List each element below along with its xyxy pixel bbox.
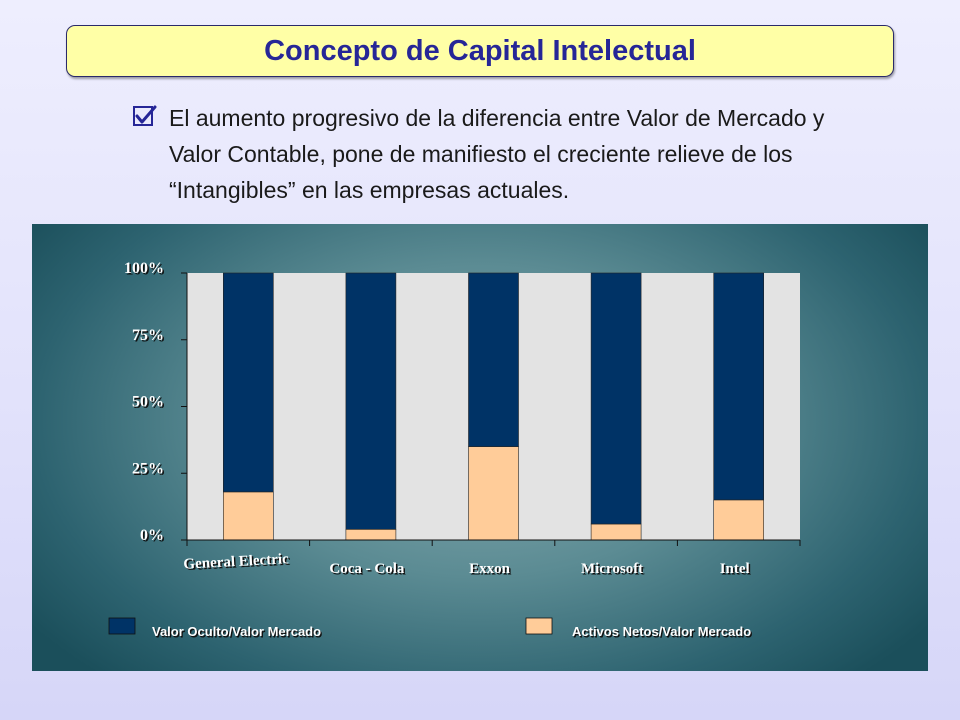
bar-activos-netos-valor-mercado-2 (468, 446, 519, 541)
chart-panel: 0% 0% 25% 25% 50% 50% 75% 75% 100% 100% General El… (32, 224, 928, 671)
y-tick-label: 50% (132, 394, 164, 411)
bar-valor-oculto-valor-mercado-3 (590, 272, 642, 525)
y-tick-label: 75% (132, 327, 164, 344)
bar-activos-netos-valor-mercado-3 (590, 523, 642, 541)
x-tick-label-shadow: Microsoft (582, 563, 644, 579)
title-banner: Concepto de Capital Intelectual (66, 25, 894, 77)
bar-activos-netos-valor-mercado-0 (223, 491, 274, 541)
legend-label-0: Valor Oculto/Valor Mercado (152, 624, 321, 639)
legend-label-shadow: Activos Netos/Valor Mercado (573, 625, 752, 640)
legend-swatch-1 (525, 617, 553, 635)
y-tick-label-shadow: 75% (134, 328, 166, 345)
x-tick-label: Intel (720, 561, 750, 577)
x-tick-label-shadow: Exxon (471, 563, 513, 579)
x-tick-label: Coca - Cola (329, 561, 404, 577)
y-tick-label-shadow: 0% (142, 529, 166, 546)
x-tick-label: Microsoft (581, 561, 643, 577)
y-tick-label: 100% (124, 260, 164, 277)
legend-label-1: Activos Netos/Valor Mercado (572, 624, 751, 639)
x-tick-label: Exxon (469, 561, 511, 577)
x-tick-label-shadow: General Electric (185, 553, 291, 575)
bar-activos-netos-valor-mercado-4 (713, 499, 765, 541)
x-tick-label-shadow: Coca - Cola (331, 563, 406, 579)
legend-swatch-0 (108, 617, 136, 635)
y-tick-label: 0% (140, 527, 164, 544)
bar-valor-oculto-valor-mercado-0 (223, 272, 274, 493)
legend-label-shadow: Valor Oculto/Valor Mercado (153, 625, 322, 640)
checkbox-checked-icon (133, 105, 157, 126)
y-tick-label-shadow: 50% (134, 395, 166, 412)
bar-valor-oculto-valor-mercado-2 (468, 272, 519, 447)
x-tick-label: General Electric (183, 551, 289, 573)
bullet-text: El aumento progresivo de la diferencia e… (169, 105, 825, 203)
y-tick-label-shadow: 100% (126, 262, 166, 279)
bullet-point: El aumento progresivo de la diferencia e… (131, 100, 871, 208)
stacked-bar-chart: 0%0%25%25%50%50%75%75%100%100%General El… (108, 260, 801, 640)
bar-activos-netos-valor-mercado-1 (345, 528, 397, 541)
y-tick-label: 25% (132, 460, 164, 477)
x-tick-label-shadow: Intel (721, 563, 751, 579)
bar-valor-oculto-valor-mercado-1 (345, 272, 397, 530)
page-title: Concepto de Capital Intelectual (264, 34, 696, 67)
bar-valor-oculto-valor-mercado-4 (713, 272, 765, 501)
y-tick-label-shadow: 25% (134, 462, 166, 479)
